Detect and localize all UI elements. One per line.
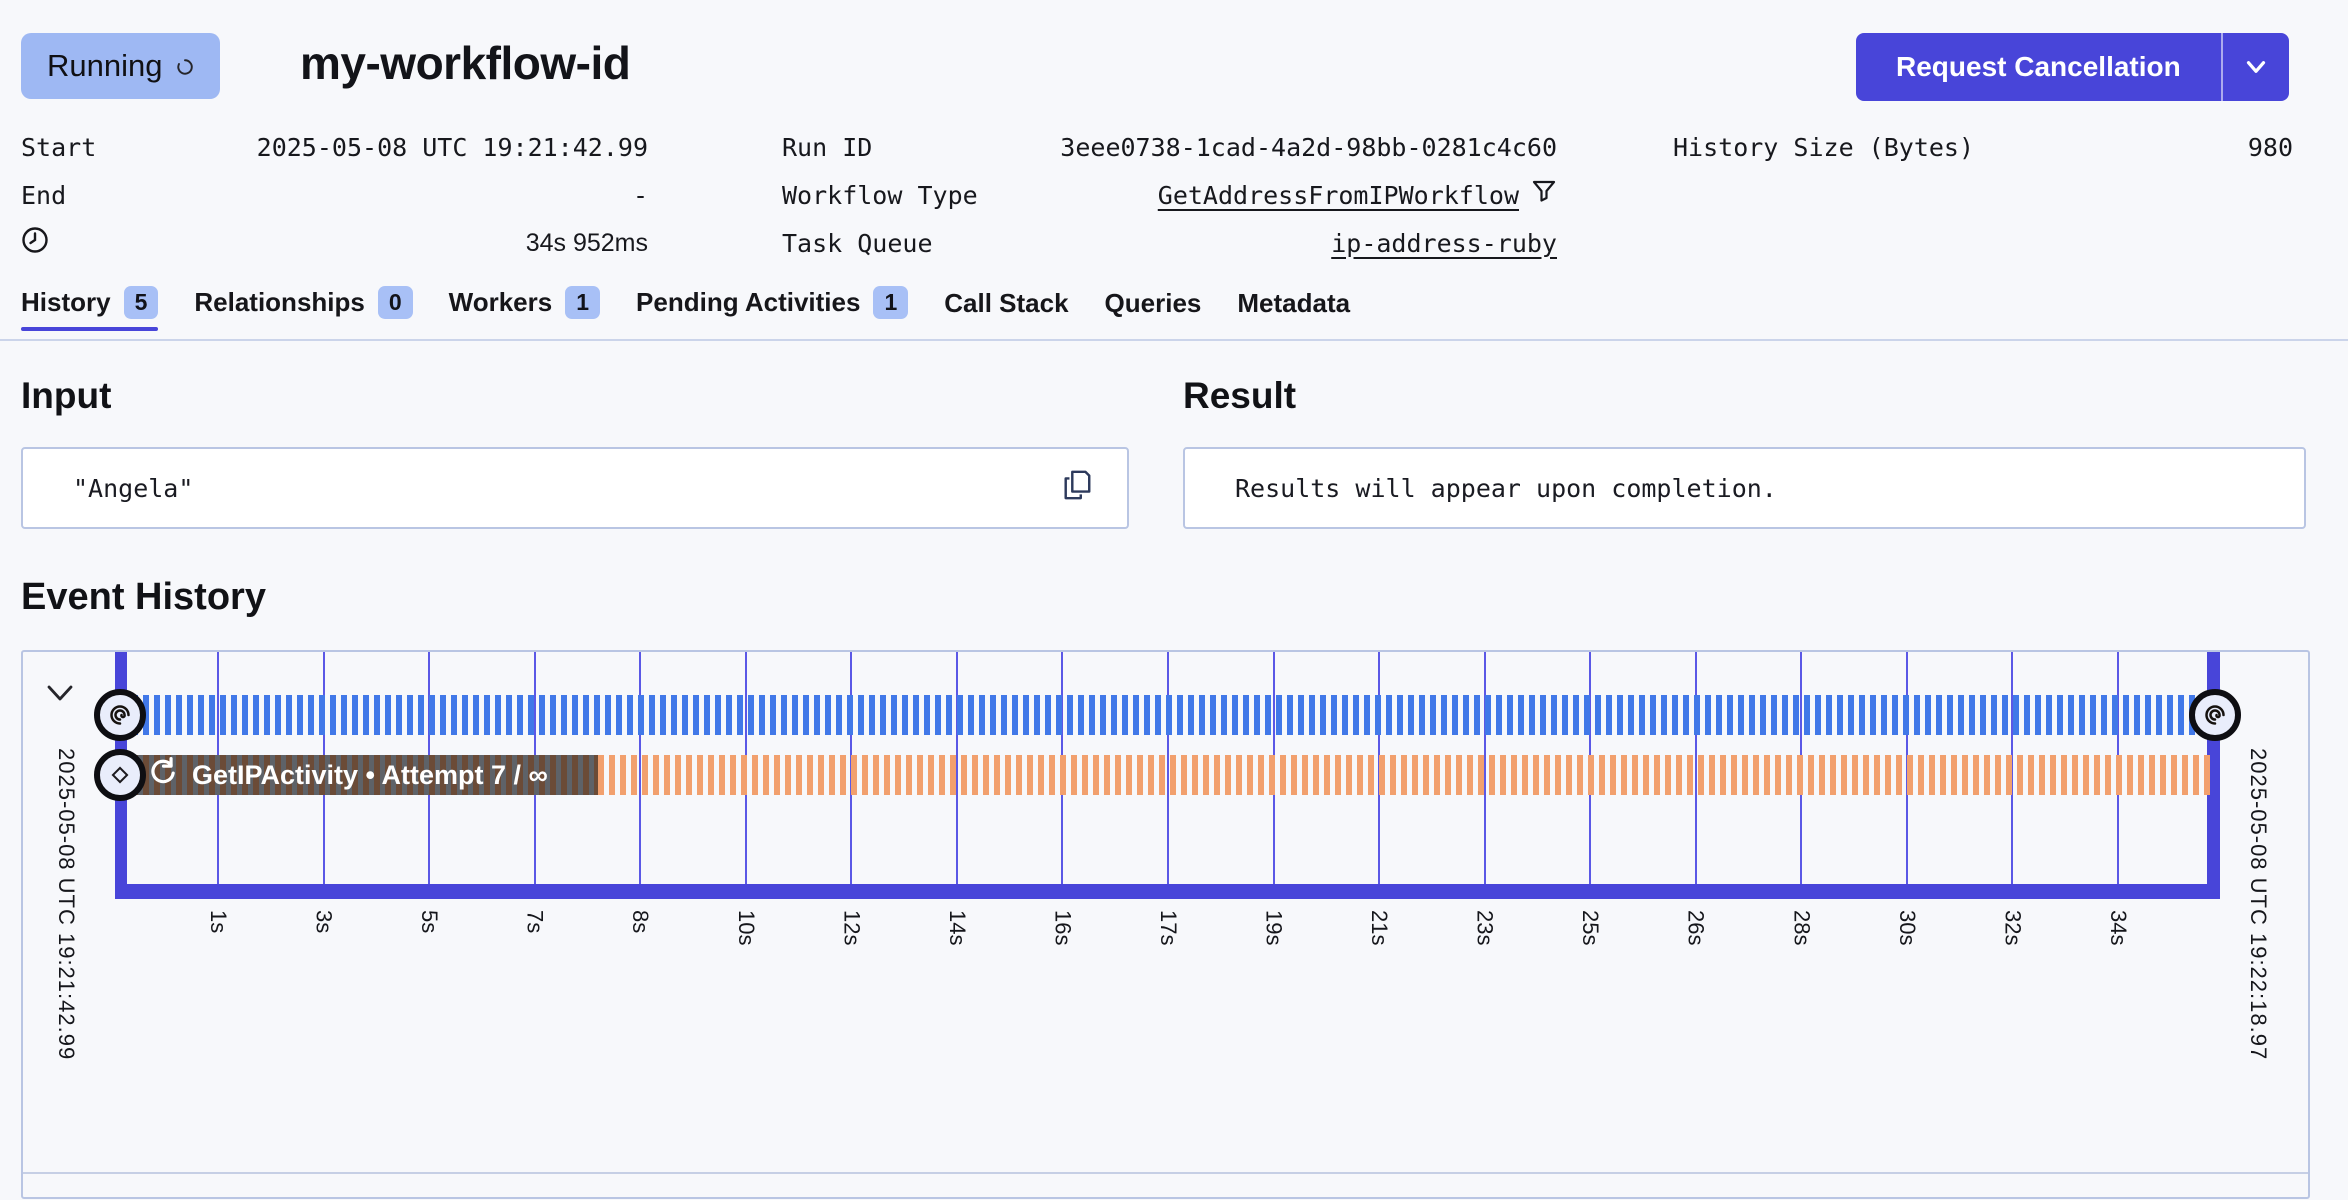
meta-row-run-id: Run ID 3eee0738-1cad-4a2d-98bb-0281c4c60 bbox=[782, 130, 1557, 164]
tab-queries[interactable]: Queries bbox=[1105, 288, 1202, 333]
duration-value: 34s 952ms bbox=[525, 228, 648, 257]
start-value: 2025-05-08 UTC 19:21:42.99 bbox=[256, 132, 648, 162]
workflow-execution-bar[interactable] bbox=[132, 695, 2215, 735]
tab-relationships[interactable]: Relationships 0 bbox=[194, 286, 413, 333]
workflow-type-label: Workflow Type bbox=[782, 180, 978, 210]
meta-row-workflow-type: Workflow Type GetAddressFromIPWorkflow bbox=[782, 178, 1557, 212]
tab-label: Relationships bbox=[194, 287, 365, 317]
input-section-title: Input bbox=[21, 375, 112, 416]
tab-count-badge: 0 bbox=[377, 286, 413, 319]
axis-tick-label: 34s bbox=[2105, 910, 2131, 946]
tab-count-badge: 1 bbox=[873, 286, 909, 319]
status-badge[interactable]: Running bbox=[21, 33, 221, 99]
filter-icon[interactable] bbox=[1531, 179, 1557, 211]
axis-tick-label: 1s bbox=[206, 910, 231, 934]
axis-tick-label: 19s bbox=[1261, 910, 1287, 946]
tabs: History 5 Relationships 0 Workers 1 Pending Ac… bbox=[21, 286, 1350, 333]
status-spinner-icon bbox=[176, 48, 194, 84]
copy-icon[interactable] bbox=[1061, 467, 1093, 509]
workflow-spiral-icon bbox=[110, 705, 130, 725]
axis-tick-label: 30s bbox=[1894, 910, 1920, 946]
activity-attempt-label: GetIPActivity • Attempt 7 / ∞ bbox=[192, 759, 548, 790]
axis-bottom-bar bbox=[115, 884, 2220, 899]
axis-tick-label: 32s bbox=[2000, 910, 2026, 946]
cancel-button-group: Request Cancellation bbox=[1856, 33, 2289, 101]
workflow-type-link[interactable]: GetAddressFromIPWorkflow bbox=[1157, 180, 1519, 210]
result-box: Results will appear upon completion. bbox=[1183, 447, 2306, 529]
tab-label: Workers bbox=[448, 287, 553, 317]
meta-column-times: Start 2025-05-08 UTC 19:21:42.99 End - 3… bbox=[21, 130, 648, 274]
meta-column-workflow: Run ID 3eee0738-1cad-4a2d-98bb-0281c4c60… bbox=[782, 130, 1557, 274]
request-cancellation-button[interactable]: Request Cancellation bbox=[1856, 33, 2221, 101]
result-value: Results will appear upon completion. bbox=[1235, 473, 1777, 503]
axis-tick-label: 23s bbox=[1472, 910, 1498, 946]
axis-tick-label: 12s bbox=[839, 910, 865, 946]
tab-metadata[interactable]: Metadata bbox=[1237, 288, 1350, 333]
run-id-label: Run ID bbox=[782, 132, 873, 162]
activity-label-bar[interactable]: GetIPActivity • Attempt 7 / ∞ bbox=[132, 755, 598, 795]
tab-pending-activities[interactable]: Pending Activities 1 bbox=[636, 286, 909, 333]
workflow-spiral-icon bbox=[2205, 705, 2225, 725]
axis-tick-label: 5s bbox=[417, 910, 443, 934]
event-history-title: Event History bbox=[21, 576, 266, 618]
input-value: "Angela" bbox=[73, 473, 194, 503]
cancel-options-chevron-button[interactable] bbox=[2220, 33, 2289, 101]
start-label: Start bbox=[21, 132, 97, 162]
retry-icon bbox=[148, 756, 178, 794]
chevron-down-icon bbox=[47, 685, 73, 701]
tab-history[interactable]: History 5 bbox=[21, 286, 159, 333]
meta-row-start: Start 2025-05-08 UTC 19:21:42.99 bbox=[21, 130, 648, 164]
axis-tick-label: 10s bbox=[733, 910, 759, 946]
result-section-title: Result bbox=[1183, 375, 1297, 416]
meta-column-history-size: History Size (Bytes) 980 bbox=[1673, 130, 2293, 178]
tab-label: Queries bbox=[1104, 288, 1202, 318]
tabs-divider bbox=[0, 339, 2348, 341]
axis-tick-label: 7s bbox=[522, 910, 548, 934]
tab-label: Pending Activities bbox=[636, 287, 861, 317]
activity-node[interactable] bbox=[94, 749, 146, 801]
run-id-value: 3eee0738-1cad-4a2d-98bb-0281c4c60 bbox=[1060, 132, 1557, 162]
end-value: - bbox=[632, 180, 648, 210]
workflow-start-node[interactable] bbox=[94, 689, 146, 741]
tab-count-badge: 5 bbox=[123, 286, 159, 319]
workflow-end-node[interactable] bbox=[2189, 689, 2241, 741]
activity-retry-bar[interactable] bbox=[598, 755, 2215, 795]
status-label: Running bbox=[47, 48, 163, 83]
clock-icon bbox=[21, 226, 49, 260]
axis-tick-label: 28s bbox=[1789, 910, 1815, 946]
end-label: End bbox=[21, 180, 67, 210]
timeline-canvas: 2025-05-08 UTC 19:21:42.99 2025-05-08 UT… bbox=[21, 650, 2310, 1199]
tab-count-badge: 1 bbox=[565, 286, 601, 319]
timeline-start-datetime: 2025-05-08 UTC 19:21:42.99 bbox=[54, 748, 79, 1061]
history-size-value: 980 bbox=[2247, 132, 2293, 162]
tab-label: Call Stack bbox=[944, 288, 1069, 318]
timeline-table-divider bbox=[23, 1172, 2308, 1174]
axis-tick-label: 21s bbox=[1367, 910, 1393, 946]
task-queue-label: Task Queue bbox=[782, 228, 933, 258]
tab-label: Metadata bbox=[1237, 288, 1351, 318]
axis-tick-label: 26s bbox=[1683, 910, 1709, 946]
meta-row-duration: 34s 952ms bbox=[21, 226, 648, 260]
meta-row-history-size: History Size (Bytes) 980 bbox=[1673, 130, 2293, 164]
chevron-down-icon bbox=[2246, 61, 2265, 73]
timeline-end-datetime: 2025-05-08 UTC 19:22:18.97 bbox=[2246, 748, 2271, 1061]
tab-workers[interactable]: Workers 1 bbox=[448, 286, 601, 333]
tab-call-stack[interactable]: Call Stack bbox=[944, 288, 1068, 333]
history-size-label: History Size (Bytes) bbox=[1673, 132, 1975, 162]
axis-tick-label: 3s bbox=[311, 910, 337, 934]
timeline-collapse-chevron[interactable] bbox=[45, 682, 75, 707]
diamond-icon bbox=[111, 766, 129, 784]
axis-tick-label: 8s bbox=[628, 910, 654, 934]
task-queue-link[interactable]: ip-address-ruby bbox=[1331, 228, 1557, 258]
meta-row-end: End - bbox=[21, 178, 648, 212]
axis-tick-label: 16s bbox=[1050, 910, 1076, 946]
axis-tick-label: 25s bbox=[1578, 910, 1604, 946]
tab-label: History bbox=[21, 287, 111, 317]
axis-tick-label: 17s bbox=[1155, 910, 1181, 946]
page-title: my-workflow-id bbox=[300, 37, 631, 89]
input-box: "Angela" bbox=[21, 447, 1129, 529]
axis-tick-label: 14s bbox=[944, 910, 970, 946]
meta-row-task-queue: Task Queue ip-address-ruby bbox=[782, 226, 1557, 260]
